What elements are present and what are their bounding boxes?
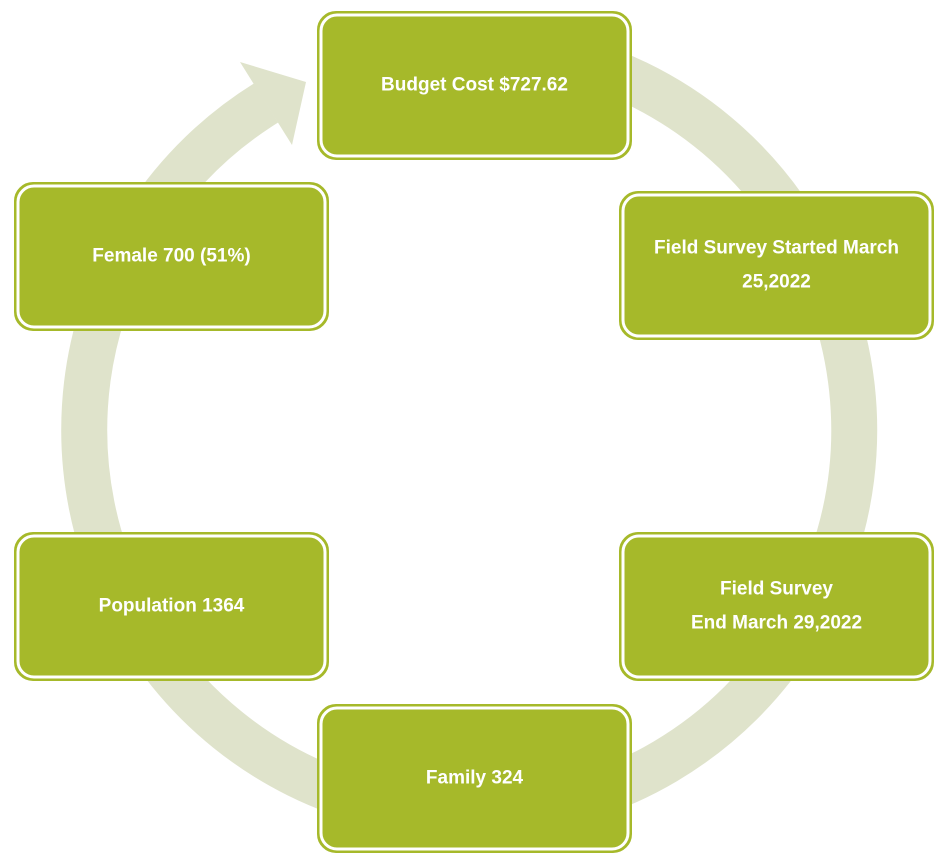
cycle-ring [61, 22, 878, 838]
node-label: Female 700 (51%) [92, 246, 250, 267]
node-box [319, 13, 630, 158]
node-box [621, 534, 932, 679]
node-box [621, 193, 932, 338]
node: Population 1364 [14, 532, 329, 681]
node-label: Field Survey Started March [654, 238, 899, 259]
nodes: Budget Cost $727.62 Field Survey Started … [14, 11, 934, 853]
node: Field Survey Started March 25,2022 [619, 191, 934, 340]
node-box [319, 706, 630, 851]
node-label: Budget Cost $727.62 [381, 75, 568, 96]
node-label: Field Survey [720, 579, 833, 600]
node-box [16, 184, 327, 329]
node-label: 25,2022 [742, 272, 811, 293]
node-box [16, 534, 327, 679]
node: Field Survey End March 29,2022 [619, 532, 934, 681]
node-label: Population 1364 [99, 596, 245, 617]
node: Budget Cost $727.62 [317, 11, 632, 160]
node: Family 324 [317, 704, 632, 853]
node: Female 700 (51%) [14, 182, 329, 331]
node-label: Family 324 [426, 768, 524, 789]
cycle-arrowhead [240, 62, 306, 145]
node-label: End March 29,2022 [691, 613, 862, 634]
